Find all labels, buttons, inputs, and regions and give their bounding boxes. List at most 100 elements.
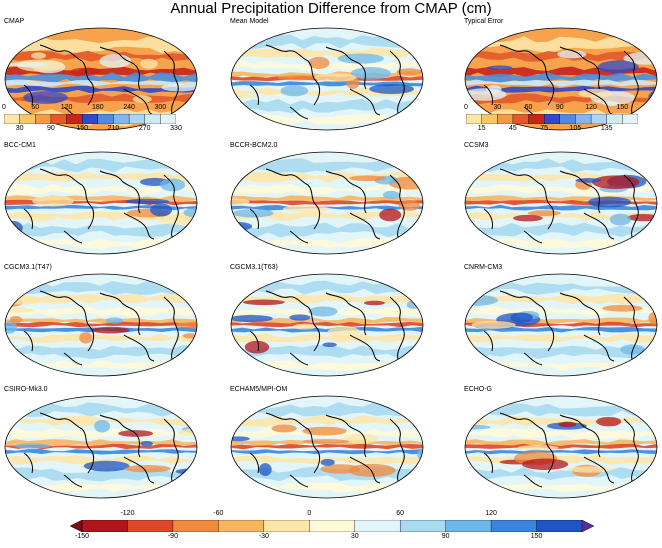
- cmap-colorbar: 0 60 120 180 240 300 30 90 150 210 270 330: [2, 104, 182, 140]
- colorbar-swatch: [536, 520, 583, 532]
- precipitation-map: [464, 395, 658, 499]
- colorbar-tick-label: 90: [555, 104, 564, 111]
- colorbar-swatches: [4, 114, 176, 124]
- colorbar-tick-label: 150: [530, 533, 543, 540]
- colorbar-swatch: [218, 520, 265, 532]
- colorbar-swatch: [543, 114, 561, 124]
- map-panel: CCSM3: [464, 142, 658, 256]
- colorbar-swatch: [35, 114, 52, 124]
- panel-title: BCCR-BCM2.0: [230, 142, 278, 149]
- map-panel: CGCM3.1(T47): [4, 264, 198, 378]
- colorbar-swatch: [309, 520, 356, 532]
- panel-title: CSIRO-Mk3.0: [4, 386, 48, 393]
- panel-title: CCSM3: [464, 142, 489, 149]
- panel-title: ECHAM5/MPI-OM: [230, 386, 288, 393]
- colorbar-swatch: [481, 114, 498, 124]
- precipitation-map: [230, 151, 424, 255]
- colorbar-swatch: [113, 114, 130, 124]
- precipitation-map: [464, 27, 658, 131]
- precipitation-map: [230, 395, 424, 499]
- colorbar-swatch: [606, 114, 624, 124]
- panel-title: CGCM3.1(T47): [4, 264, 52, 271]
- colorbar-tick-label: -30: [258, 533, 269, 540]
- colorbar-swatch: [490, 520, 538, 532]
- colorbar-swatch: [622, 114, 638, 124]
- colorbar-tick-label: 120: [485, 510, 497, 517]
- precipitation-map: [230, 27, 424, 131]
- colorbar-swatch: [399, 520, 447, 532]
- panel-title: BCC-CM1: [4, 142, 36, 149]
- colorbar-swatch: [590, 114, 608, 124]
- colorbar-swatches: [466, 114, 638, 124]
- colorbar-swatch: [81, 114, 99, 124]
- colorbar-high-arrow: [581, 520, 594, 532]
- colorbar-swatch: [97, 114, 115, 124]
- colorbar-tick-label: 180: [91, 104, 104, 111]
- panel-title: ECHO-G: [464, 386, 492, 393]
- colorbar-swatch: [575, 114, 592, 124]
- colorbar-swatch: [66, 114, 83, 124]
- colorbar-swatch: [512, 114, 530, 124]
- colorbar-swatch: [466, 114, 483, 124]
- colorbar-swatch: [144, 114, 162, 124]
- colorbar-tick-label: 270: [138, 125, 151, 132]
- map-panel: Mean Model: [230, 18, 424, 132]
- colorbar-swatch: [50, 114, 68, 124]
- colorbar-tick-label: 240: [123, 104, 135, 111]
- colorbar-tick-label: -90: [167, 533, 178, 540]
- map-panel: BCC-CM1: [4, 142, 198, 256]
- colorbar-swatch: [559, 114, 577, 124]
- colorbar-tick-label: 300: [154, 104, 167, 111]
- colorbar-tick-label: 60: [524, 104, 533, 111]
- colorbar-tick-label: 120: [585, 104, 597, 111]
- colorbar-swatch: [354, 520, 401, 532]
- colorbar-swatch: [172, 520, 220, 532]
- colorbar-swatch: [127, 520, 174, 532]
- panel-title: CMAP: [4, 18, 25, 25]
- map-panel: CNRM-CM3: [464, 264, 658, 378]
- colorbar-tick-label: 210: [107, 125, 120, 132]
- colorbar-tick-label: 15: [477, 125, 486, 132]
- precipitation-map: [4, 151, 198, 255]
- colorbar-tick-label: 120: [60, 104, 73, 111]
- map-panel: ECHO-G: [464, 386, 658, 500]
- colorbar-tick-label: 30: [15, 125, 24, 132]
- main-title: Annual Precipitation Difference from CMA…: [170, 0, 492, 17]
- colorbar-tick-label: 30: [493, 104, 502, 111]
- colorbar-swatch: [160, 114, 176, 124]
- colorbar-tick-label: 0: [2, 104, 6, 111]
- colorbar-swatches: [70, 520, 594, 532]
- colorbar-tick-label: 90: [441, 533, 450, 540]
- precipitation-map: [464, 273, 658, 377]
- panel-title: Typical Error: [464, 18, 504, 25]
- precipitation-map: [4, 395, 198, 499]
- colorbar-swatch: [528, 114, 545, 124]
- colorbar-tick-label: -60: [213, 510, 224, 517]
- colorbar-tick-label: 150: [616, 104, 629, 111]
- map-panel: BCCR-BCM2.0: [230, 142, 424, 256]
- colorbar-tick-label: 105: [569, 125, 582, 132]
- panel-title: CGCM3.1(T63): [230, 264, 278, 271]
- colorbar-tick-label: 0: [307, 510, 312, 517]
- precipitation-map: [4, 273, 198, 377]
- panel-title: CNRM-CM3: [464, 264, 503, 271]
- colorbar-tick-label: -120: [120, 510, 135, 517]
- colorbar-swatch: [81, 520, 129, 532]
- panel-title: Mean Model: [230, 18, 269, 25]
- colorbar-tick-label: 75: [540, 125, 549, 132]
- colorbar-swatch: [497, 114, 514, 124]
- typical-error-colorbar: 0 30 60 90 120 150 15 45 75 105 135: [464, 104, 638, 140]
- colorbar-swatch: [19, 114, 36, 124]
- colorbar-swatch: [263, 520, 310, 532]
- colorbar-tick-label: 135: [600, 125, 613, 132]
- precipitation-map: [230, 273, 424, 377]
- colorbar-swatch: [4, 114, 21, 124]
- colorbar-tick-label: 60: [396, 510, 405, 517]
- map-panel: CSIRO-Mk3.0: [4, 386, 198, 500]
- colorbar-swatch: [128, 114, 146, 124]
- colorbar-tick-label: 0: [464, 104, 468, 111]
- colorbar-tick-label: 45: [509, 125, 517, 132]
- map-panel: ECHAM5/MPI-OM: [230, 386, 424, 500]
- colorbar-tick-label: 60: [31, 104, 40, 111]
- colorbar-tick-label: 30: [350, 533, 359, 540]
